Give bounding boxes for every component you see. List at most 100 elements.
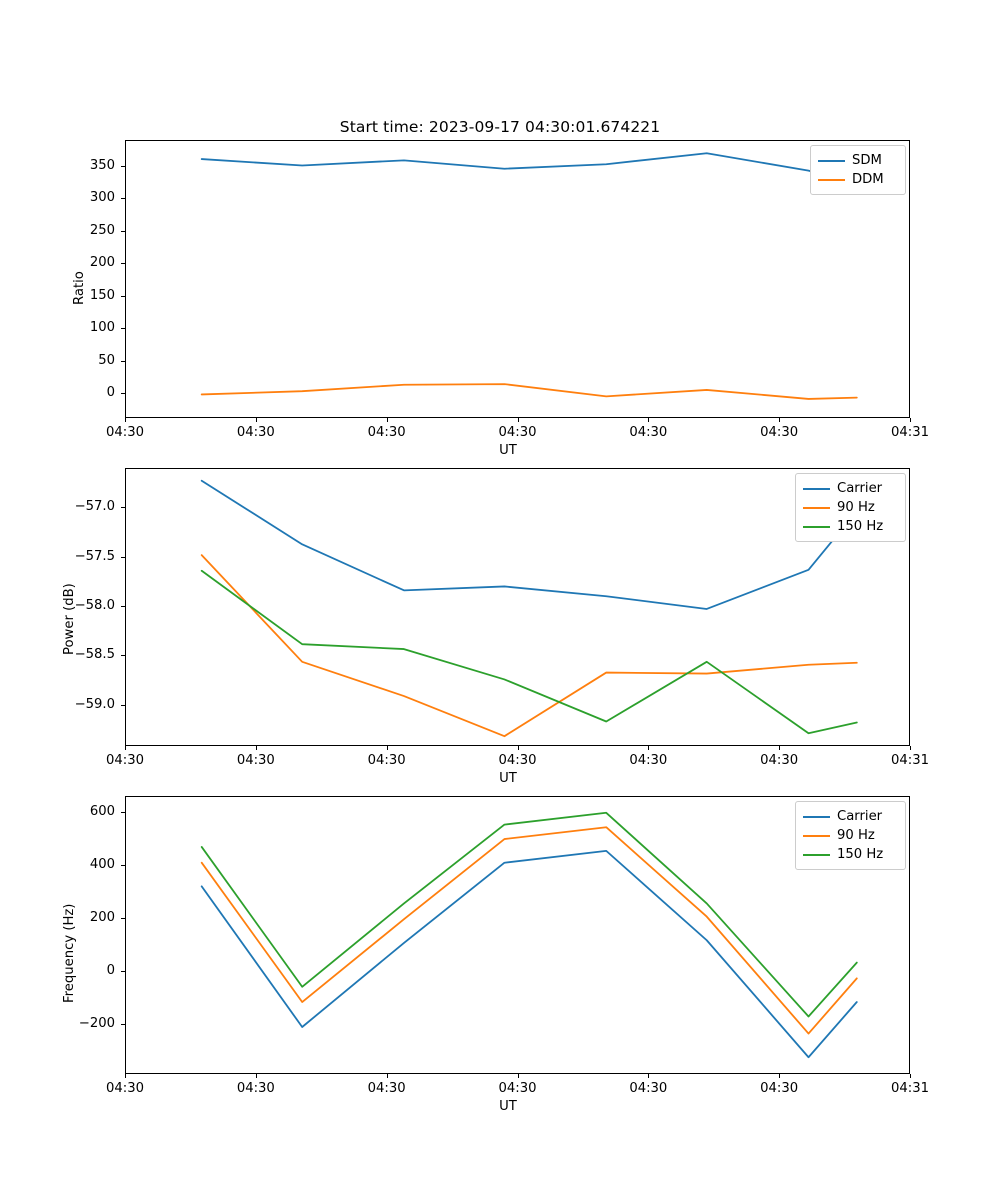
x-tick-mark <box>255 746 257 750</box>
y-tick-mark <box>121 393 125 395</box>
y-tick-label: −59.0 <box>74 696 115 712</box>
y-tick-mark <box>121 165 125 167</box>
x-tick-mark <box>255 1074 257 1078</box>
x-tick-label: 04:30 <box>498 425 537 440</box>
axes-power <box>125 468 910 746</box>
y-tick-label: −58.0 <box>74 598 115 613</box>
x-tick-mark <box>125 418 126 422</box>
legend-entry[interactable]: 90 Hz <box>803 826 898 845</box>
x-tick-label: 04:31 <box>890 753 929 768</box>
legend-power[interactable]: Carrier 90 Hz 150 Hz <box>795 473 906 542</box>
x-tick-label: 04:30 <box>629 753 668 768</box>
x-tick-label: 04:30 <box>236 753 275 768</box>
x-tick-label: 04:30 <box>760 753 799 768</box>
series-line <box>202 813 857 1017</box>
legend-entry[interactable]: Carrier <box>803 807 898 826</box>
x-tick-mark <box>386 418 388 422</box>
legend-label: DDM <box>852 172 884 187</box>
y-tick-label: −58.5 <box>74 647 115 663</box>
x-tick-mark <box>910 746 911 750</box>
series-line <box>202 384 857 399</box>
y-tick-mark <box>121 198 125 200</box>
legend-label: 90 Hz <box>837 500 875 515</box>
y-tick-label: 0 <box>106 962 115 978</box>
x-tick-mark <box>779 418 781 422</box>
x-tick-label: 04:30 <box>236 425 275 440</box>
y-tick-label: 100 <box>89 320 115 336</box>
y-tick-label: −200 <box>78 1015 115 1031</box>
y-tick-label: 50 <box>98 352 115 368</box>
axes-frequency <box>125 796 910 1074</box>
legend-color-swatch <box>803 815 830 818</box>
x-tick-mark <box>779 1074 781 1078</box>
y-tick-mark <box>121 230 125 232</box>
y-tick-label: 250 <box>89 222 115 238</box>
x-tick-label: 04:30 <box>367 425 406 440</box>
figure-title: Start time: 2023-09-17 04:30:01.674221 <box>339 118 661 136</box>
y-tick-label: 0 <box>106 385 115 401</box>
y-tick-mark <box>121 295 125 297</box>
x-tick-label: 04:30 <box>236 1081 275 1096</box>
legend-color-swatch <box>818 178 845 181</box>
y-tick-label: −57.5 <box>74 548 115 564</box>
x-tick-label: 04:31 <box>890 1081 929 1096</box>
y-tick-mark <box>121 556 125 558</box>
y-tick-mark <box>121 263 125 265</box>
xlabel-ut-3: UT <box>499 1099 517 1114</box>
y-tick-mark <box>121 864 125 866</box>
series-line <box>202 851 857 1057</box>
x-tick-mark <box>517 746 519 750</box>
legend-entry[interactable]: 90 Hz <box>803 498 898 517</box>
x-tick-mark <box>648 418 650 422</box>
legend-color-swatch <box>803 506 830 509</box>
x-tick-label: 04:30 <box>105 753 144 768</box>
legend-ratio[interactable]: SDM DDM <box>810 145 906 195</box>
legend-label: SDM <box>852 153 882 168</box>
series-line <box>202 481 857 609</box>
legend-entry[interactable]: SDM <box>818 151 898 170</box>
y-tick-mark <box>121 606 125 607</box>
y-tick-label: 350 <box>89 157 115 173</box>
x-tick-mark <box>125 1074 126 1078</box>
x-tick-mark <box>779 746 781 750</box>
x-tick-label: 04:30 <box>498 1081 537 1096</box>
x-tick-mark <box>517 418 519 422</box>
legend-color-swatch <box>803 853 830 856</box>
y-tick-mark <box>121 328 125 330</box>
legend-color-swatch <box>803 487 830 490</box>
legend-frequency[interactable]: Carrier 90 Hz 150 Hz <box>795 801 906 870</box>
series-line <box>202 571 857 733</box>
x-tick-label: 04:30 <box>760 1081 799 1096</box>
legend-label: 90 Hz <box>837 828 875 843</box>
legend-label: 150 Hz <box>837 847 884 862</box>
axes-ratio <box>125 140 910 418</box>
y-tick-label: 300 <box>89 190 115 206</box>
y-tick-mark <box>121 917 125 919</box>
x-tick-label: 04:30 <box>105 425 144 440</box>
x-tick-mark <box>386 1074 388 1078</box>
x-tick-label: 04:30 <box>760 425 799 440</box>
legend-entry[interactable]: DDM <box>818 170 898 189</box>
x-tick-mark <box>517 1074 519 1078</box>
legend-entry[interactable]: 150 Hz <box>803 517 898 536</box>
y-tick-label: 200 <box>89 255 115 271</box>
x-tick-label: 04:30 <box>367 1081 406 1096</box>
y-tick-label: 400 <box>89 856 115 872</box>
series-line <box>202 153 857 184</box>
y-tick-mark <box>121 360 125 362</box>
xlabel-ut-2: UT <box>499 771 517 786</box>
y-tick-label: 150 <box>89 287 115 303</box>
x-tick-mark <box>255 418 257 422</box>
x-tick-mark <box>125 746 126 750</box>
x-tick-mark <box>648 1074 650 1078</box>
legend-label: Carrier <box>837 481 883 496</box>
x-tick-mark <box>648 746 650 750</box>
legend-entry[interactable]: 150 Hz <box>803 845 898 864</box>
legend-entry[interactable]: Carrier <box>803 479 898 498</box>
legend-color-swatch <box>818 159 845 162</box>
xlabel-ut-1: UT <box>499 443 517 458</box>
y-tick-label: 200 <box>89 909 115 925</box>
x-tick-label: 04:30 <box>105 1081 144 1096</box>
